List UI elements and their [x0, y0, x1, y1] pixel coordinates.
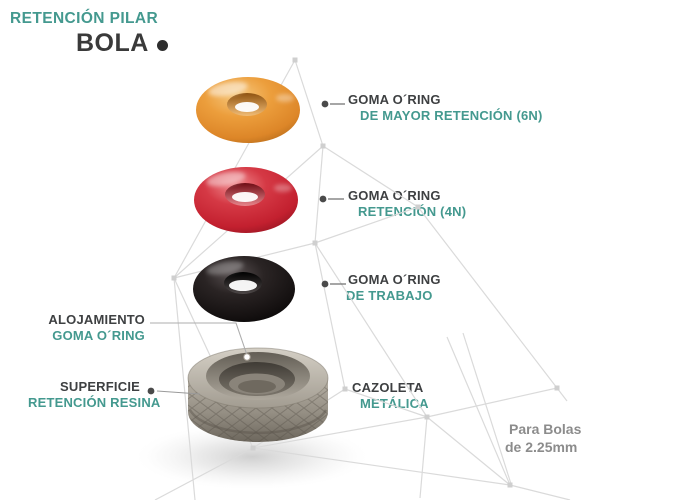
- label-alojamiento-line1: ALOJAMIENTO: [48, 312, 145, 327]
- title-main: BOLA: [76, 29, 149, 57]
- floor-shadow: [132, 424, 372, 492]
- note-line1: Para Bolas: [509, 421, 582, 437]
- label-oring-4n: GOMA O´RING RETENCIÓN (4N): [348, 188, 466, 219]
- title-bullet-icon: [156, 40, 168, 51]
- label-alojamiento-line2: GOMA O´RING: [52, 327, 145, 343]
- label-superficie: SUPERFICIE RETENCIÓN RESINA: [28, 379, 161, 410]
- label-oring-6n-line1: GOMA O´RING: [348, 92, 441, 107]
- label-superficie-line2: RETENCIÓN RESINA: [28, 394, 161, 410]
- label-oring-6n: GOMA O´RING DE MAYOR RETENCIÓN (6N): [348, 92, 543, 123]
- oring-6n-image: [196, 77, 300, 143]
- label-oring-6n-line2: DE MAYOR RETENCIÓN (6N): [360, 107, 543, 123]
- label-oring-trabajo: GOMA O´RING DE TRABAJO: [346, 272, 441, 303]
- note-line2: de 2.25mm: [505, 439, 578, 455]
- pointer-dot-oring-4n: [319, 195, 327, 203]
- pointer-dot-oring-trabajo: [321, 280, 329, 288]
- note-para-bolas: Para Bolas de 2.25mm: [505, 420, 581, 456]
- label-cazoleta: CAZOLETA METÁLICA: [352, 380, 429, 411]
- callout-pointers: [147, 100, 346, 395]
- pointer-dot-superficie: [147, 387, 155, 395]
- pointer-line-alojamiento: [150, 322, 248, 356]
- label-oring-trabajo-line2: DE TRABAJO: [346, 287, 433, 303]
- label-cazoleta-line1: CAZOLETA: [352, 380, 424, 395]
- label-alojamiento: ALOJAMIENTO GOMA O´RING: [35, 312, 145, 343]
- oring-trabajo-image: [193, 256, 295, 322]
- label-oring-trabajo-line1: GOMA O´RING: [348, 272, 441, 287]
- label-superficie-line1: SUPERFICIE: [59, 379, 140, 394]
- pointer-dot-oring-6n: [321, 100, 329, 108]
- oring-4n-image: [194, 167, 298, 233]
- label-cazoleta-line2: METÁLICA: [360, 395, 429, 411]
- page-title: RETENCIÓN PILAR BOLA: [10, 10, 168, 58]
- label-oring-4n-line2: RETENCIÓN (4N): [358, 203, 467, 219]
- label-oring-4n-line1: GOMA O´RING: [348, 188, 441, 203]
- title-pretitle: RETENCIÓN PILAR: [10, 10, 159, 27]
- cazoleta-image: [187, 347, 329, 442]
- pointer-dot-alojamiento: [243, 353, 251, 361]
